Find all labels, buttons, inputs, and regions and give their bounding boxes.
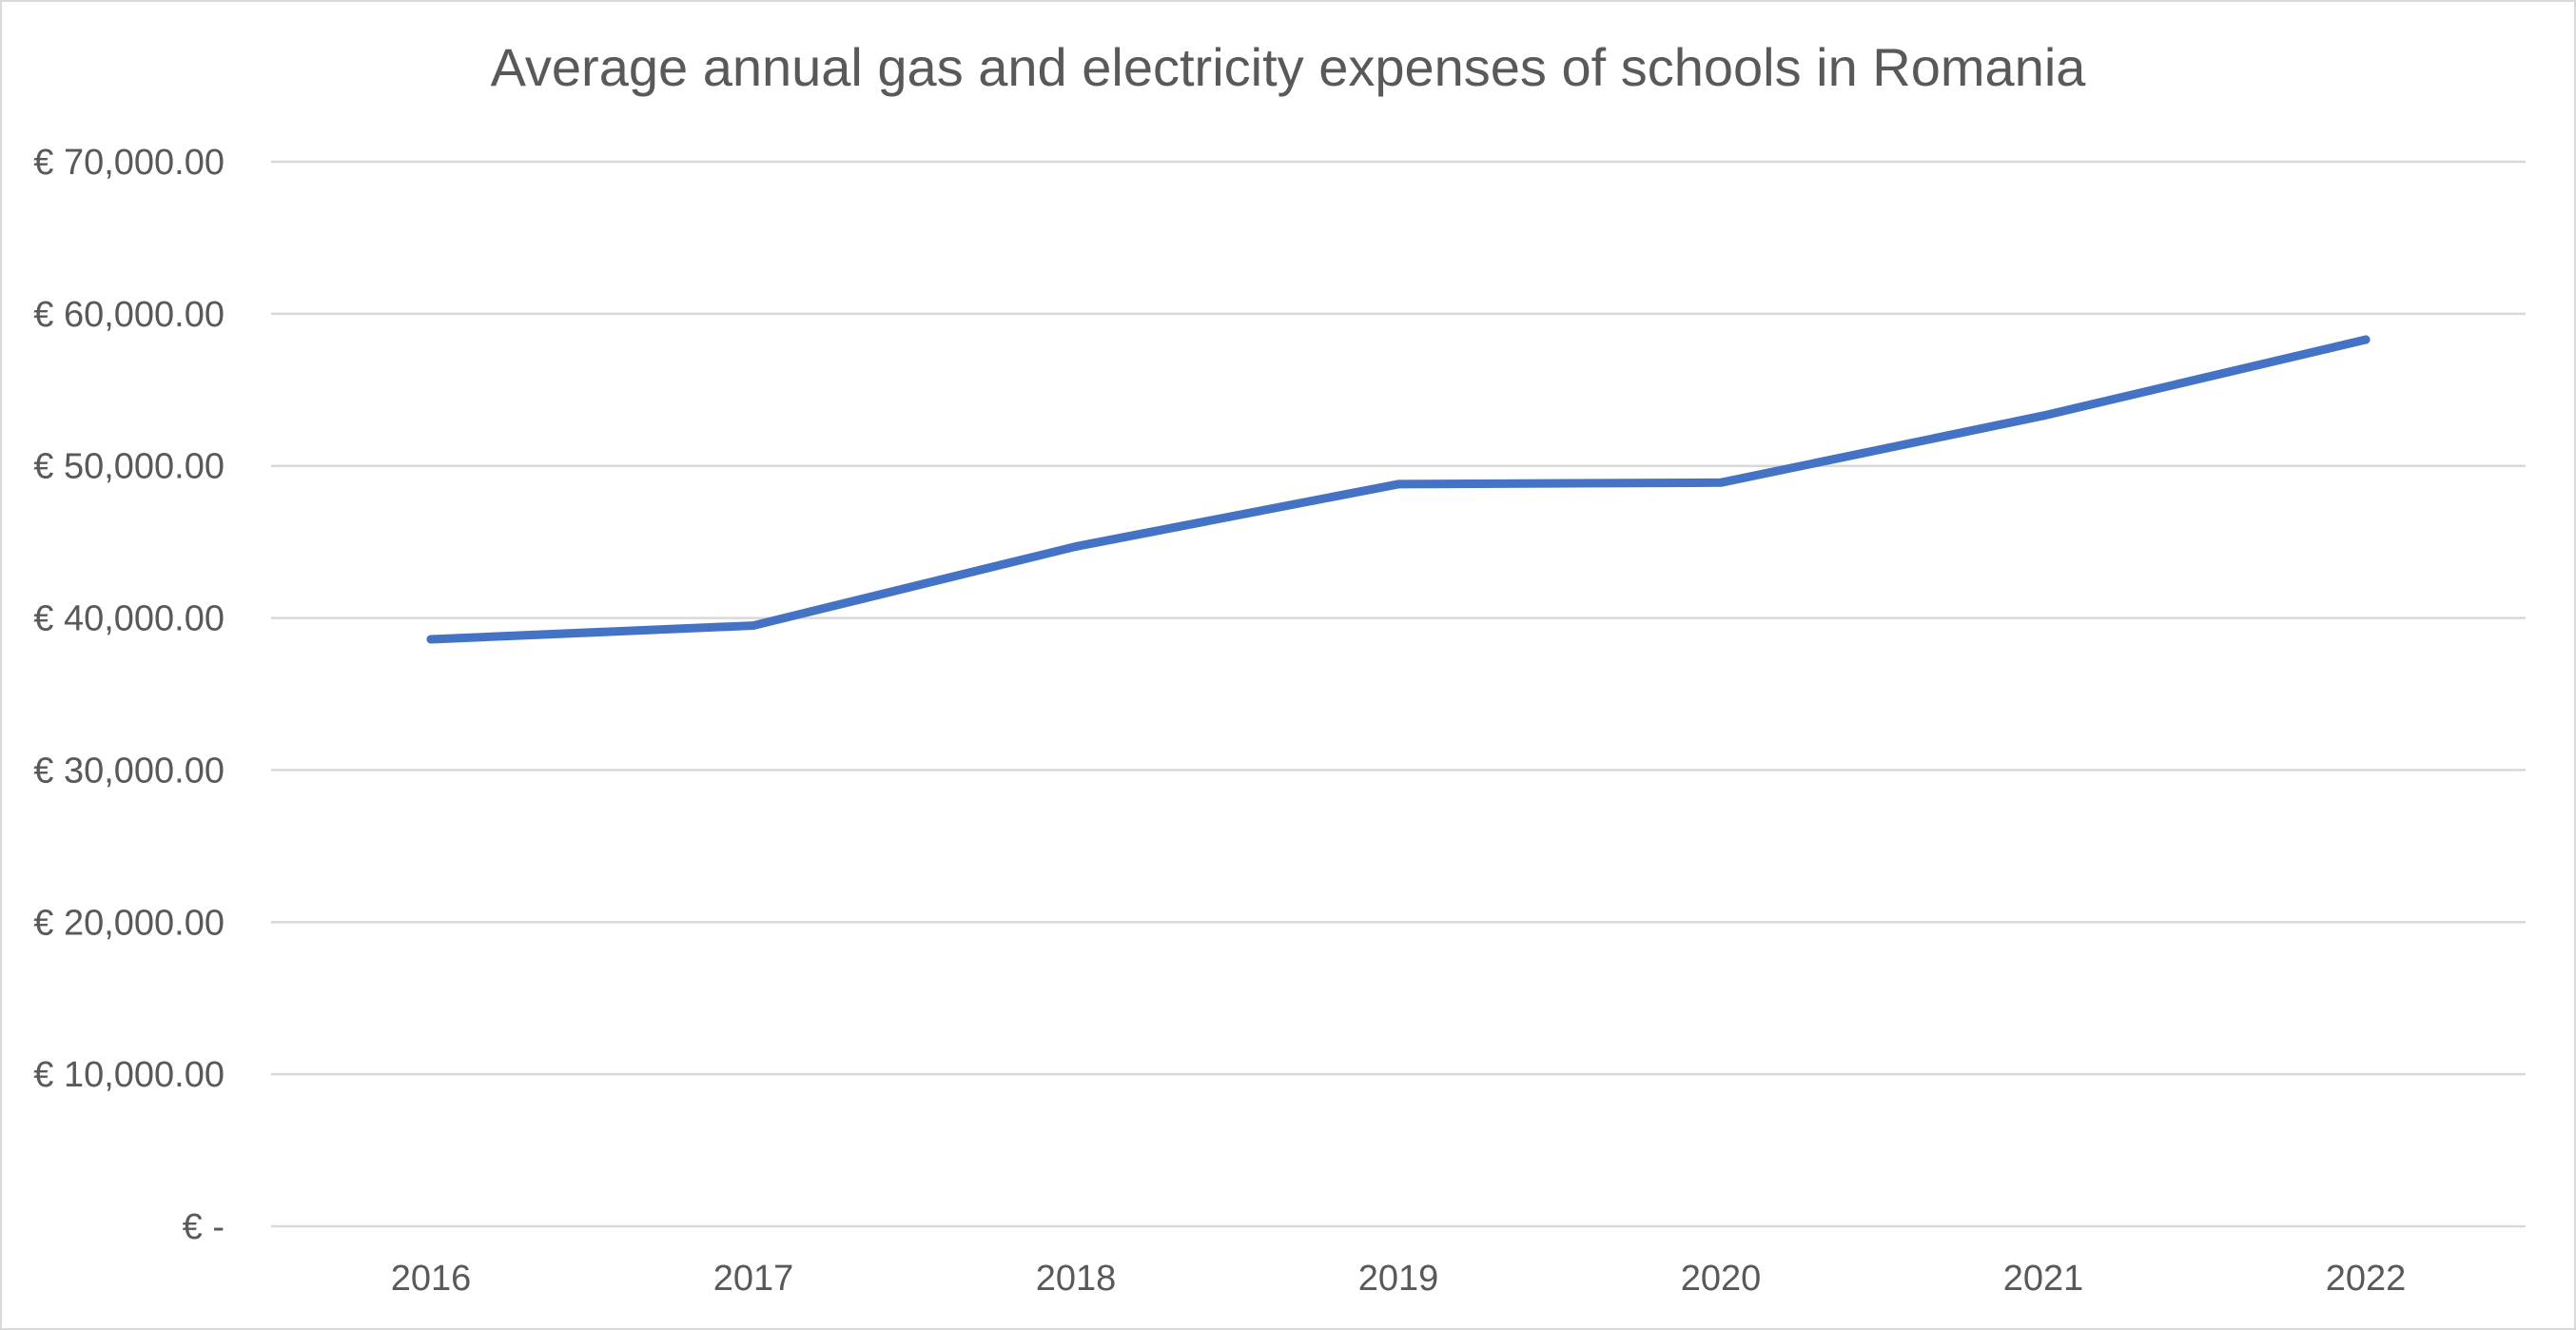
data-point [1394, 479, 1403, 489]
data-point [426, 635, 436, 644]
data-point [749, 621, 758, 631]
y-tick-label: € 40,000.00 [33, 599, 224, 639]
y-tick-label: € 20,000.00 [33, 903, 224, 943]
y-tick-label: € 70,000.00 [33, 143, 224, 183]
x-tick-label: 2021 [2003, 1259, 2084, 1299]
gridlines [271, 160, 2526, 1228]
x-tick-label: 2016 [391, 1259, 472, 1299]
series-group [426, 335, 2371, 644]
x-tick-label: 2020 [1681, 1259, 1762, 1299]
y-tick-label: € 30,000.00 [33, 751, 224, 791]
x-axis-tick-labels: 2016 2017 2018 2019 2020 2021 2022 [391, 1259, 2407, 1299]
y-tick-label: € - [183, 1207, 224, 1247]
data-point [1071, 541, 1081, 551]
x-tick-label: 2018 [1036, 1259, 1117, 1299]
y-tick-label: € 10,000.00 [33, 1055, 224, 1095]
data-point [2361, 335, 2371, 344]
data-point [2039, 411, 2048, 421]
y-tick-label: € 60,000.00 [33, 295, 224, 335]
x-tick-label: 2019 [1358, 1259, 1439, 1299]
y-axis-tick-labels: € - € 10,000.00 € 20,000.00 € 30,000.00 € 40… [33, 143, 224, 1247]
series-line [426, 335, 2371, 644]
x-tick-label: 2022 [2326, 1259, 2407, 1299]
chart-title: Average annual gas and electricity expen… [490, 37, 2086, 97]
y-tick-label: € 50,000.00 [33, 447, 224, 487]
data-point [1716, 478, 1726, 487]
x-tick-label: 2017 [713, 1259, 794, 1299]
